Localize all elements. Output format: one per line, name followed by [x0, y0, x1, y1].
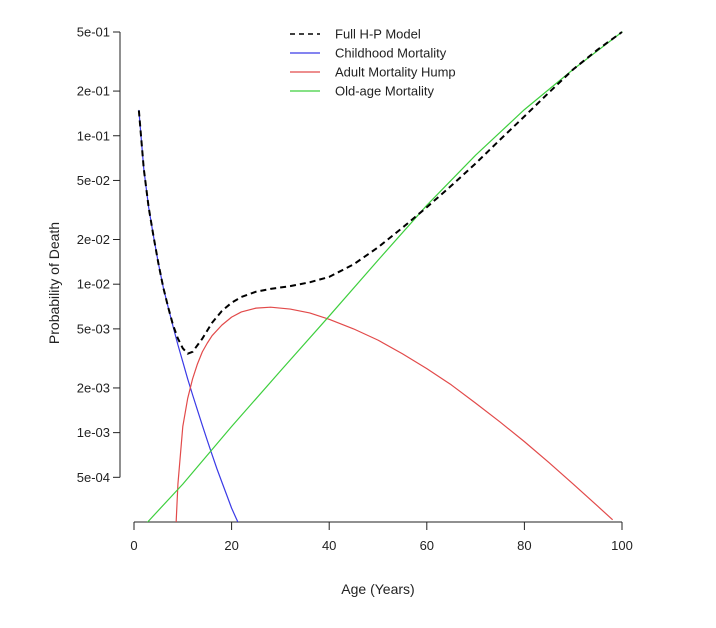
y-tick-label: 5e-04: [77, 470, 110, 485]
y-tick-label: 1e-03: [77, 425, 110, 440]
x-tick-label: 20: [224, 538, 238, 553]
legend-label: Adult Mortality Hump: [335, 65, 456, 80]
legend: Full H-P Model Childhood Mortality Adult M…: [290, 27, 456, 99]
series-line-childhood-mortality: [138, 109, 239, 522]
y-tick-label: 1e-01: [77, 128, 110, 143]
y-tick-label: 2e-02: [77, 232, 110, 247]
legend-label: Old-age Mortality: [335, 84, 434, 99]
series-line-adult-mortality-hump: [175, 306, 613, 522]
series-layer: [137, 31, 623, 522]
axes: 5e-01 2e-01 1e-01 5e-02 2e-02 1e-02 5e-03 2e-03…: [77, 25, 633, 554]
x-tick-label: 60: [420, 538, 434, 553]
x-tick-label: 100: [611, 538, 633, 553]
y-tick-label: 1e-02: [77, 277, 110, 292]
series-line-full-h-p-model: [137, 31, 623, 355]
y-axis-label: Probability of Death: [46, 222, 62, 344]
y-tick-label: 5e-03: [77, 321, 110, 336]
x-tick-label: 40: [322, 538, 336, 553]
y-tick-label: 2e-01: [77, 84, 110, 99]
x-tick-label: 80: [517, 538, 531, 553]
x-tick-label: 0: [130, 538, 137, 553]
legend-label: Childhood Mortality: [335, 46, 447, 61]
series-line-old-age-mortality: [147, 31, 623, 522]
y-tick-label: 5e-01: [77, 25, 110, 40]
y-tick-label: 5e-02: [77, 173, 110, 188]
y-tick-label: 2e-03: [77, 380, 110, 395]
x-axis-label: Age (Years): [341, 581, 414, 597]
legend-label: Full H-P Model: [335, 27, 421, 42]
